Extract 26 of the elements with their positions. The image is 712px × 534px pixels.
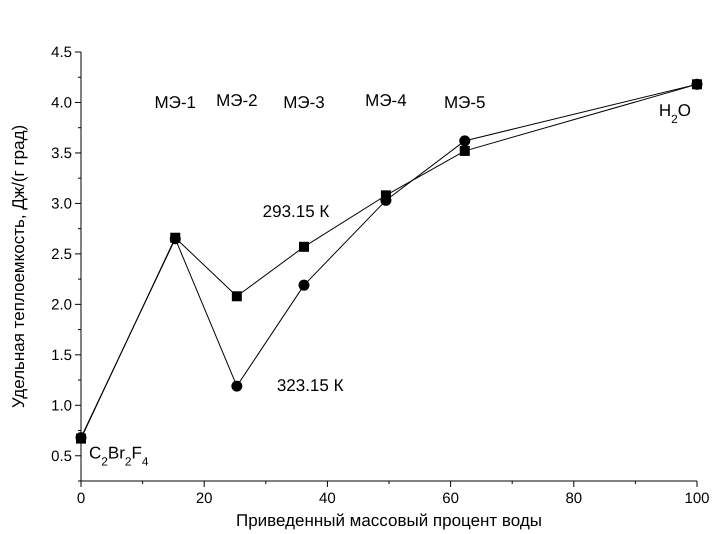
y-tick-label: 2.0 <box>51 296 72 314</box>
x-tick-label: 60 <box>442 490 459 507</box>
y-tick-label: 4.5 <box>51 44 72 61</box>
x-tick-label: 0 <box>76 490 86 507</box>
y-axis-title: Удельная теплоемкость, Дж/(г град) <box>9 124 28 408</box>
series-label: 293.15 К <box>262 202 330 221</box>
x-axis-title: Приведенный массовый процент воды <box>236 511 542 530</box>
x-tick-label: 40 <box>319 490 336 507</box>
y-tick-label: 3.5 <box>51 144 72 162</box>
x-tick-label: 80 <box>565 490 582 507</box>
series-label: 323.15 К <box>276 376 344 396</box>
annotation: C$_{2}$Br$_{2}$F$_{4}$ <box>89 444 149 469</box>
annotation: H$_{2}$O <box>658 101 691 126</box>
x-tick-label: 100 <box>684 490 710 507</box>
annotation: МЭ-4 <box>365 91 407 110</box>
y-tick-label: 2.5 <box>51 246 72 263</box>
annotation: МЭ-1 <box>154 93 196 112</box>
annotation: МЭ-3 <box>283 93 325 112</box>
y-tick-label: 4.0 <box>51 94 72 112</box>
y-tick-label: 0.5 <box>51 448 72 465</box>
y-tick-label: 1.0 <box>51 397 72 414</box>
y-tick-label: 3.0 <box>51 195 72 212</box>
annotation: МЭ-5 <box>444 93 486 112</box>
annotation: МЭ-2 <box>216 91 258 110</box>
x-tick-label: 20 <box>196 490 213 507</box>
y-tick-label: 1.5 <box>51 346 72 364</box>
